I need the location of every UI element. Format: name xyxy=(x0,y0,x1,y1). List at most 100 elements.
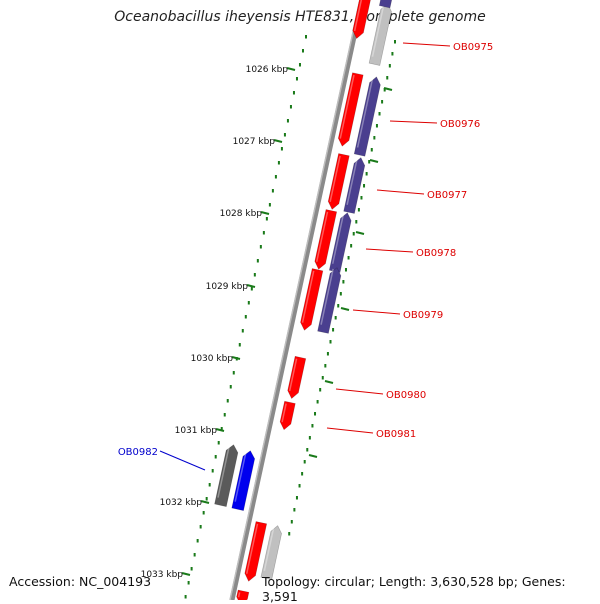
gene-ob0976-cds[interactable] xyxy=(337,72,364,147)
track-dot xyxy=(316,400,319,404)
gene-ob0982-cds-highlight xyxy=(234,451,247,502)
gene-ob0979-cog[interactable] xyxy=(317,267,342,334)
track-dot xyxy=(250,287,253,291)
track-dot xyxy=(274,175,277,179)
kbp-tick xyxy=(246,284,256,288)
track-dot xyxy=(329,340,332,344)
track-dot xyxy=(383,88,386,92)
kbp-tick xyxy=(181,572,191,576)
track-dot xyxy=(347,256,350,260)
gene-label-leader xyxy=(389,120,438,124)
track-dot xyxy=(196,539,199,543)
gene-label-leader xyxy=(352,309,401,315)
track-dot xyxy=(360,196,363,200)
track-dot xyxy=(337,304,340,308)
gene-ob0983-cds[interactable] xyxy=(244,521,268,582)
gene-label-leader xyxy=(335,388,384,395)
track-dot xyxy=(288,532,291,536)
gc-dot-track-inner xyxy=(184,35,307,599)
gene-ob0982-cds[interactable] xyxy=(231,450,256,511)
minor-tick xyxy=(308,454,318,458)
kbp-tick xyxy=(260,211,270,215)
track-dot xyxy=(217,441,220,445)
track-dot xyxy=(394,40,396,44)
track-dot xyxy=(334,316,337,320)
track-dot xyxy=(357,208,360,212)
gene-label-ob0981[interactable]: OB0981 xyxy=(376,429,416,440)
track-dot xyxy=(298,63,301,67)
gene-label-ob0980[interactable]: OB0980 xyxy=(386,390,426,401)
track-dot xyxy=(305,35,307,39)
track-dot xyxy=(238,343,241,347)
minor-tick xyxy=(340,307,350,311)
track-dot xyxy=(256,259,259,263)
track-dot xyxy=(314,412,317,416)
gene-ob0980-cds[interactable] xyxy=(287,355,307,399)
gene-ob0978-cds-highlight xyxy=(315,211,329,262)
gene-label-ob0975[interactable]: OB0975 xyxy=(453,42,493,53)
track-dot xyxy=(350,244,353,248)
gene-ob0981-cds[interactable] xyxy=(279,400,296,431)
gene-ob0976-cog[interactable] xyxy=(353,76,381,157)
track-dot xyxy=(324,364,327,368)
gene-label-ob0982[interactable]: OB0982 xyxy=(118,447,158,458)
gene-ob0979-cog-highlight xyxy=(320,268,334,325)
track-dot xyxy=(226,399,229,403)
minor-tick xyxy=(369,159,379,163)
gene-ob0978-cog[interactable] xyxy=(328,212,352,273)
gene-ob0979-cds[interactable] xyxy=(300,268,324,331)
gene-ob0977-cog[interactable] xyxy=(343,157,366,214)
track-dot xyxy=(386,76,389,80)
kbp-tick xyxy=(231,356,241,360)
kbp-tick-label: 1028 kbp xyxy=(220,209,263,219)
kbp-tick xyxy=(273,139,283,143)
track-dot xyxy=(268,203,271,207)
track-dot xyxy=(253,273,256,277)
track-dot xyxy=(247,301,250,305)
track-dot xyxy=(211,469,214,473)
track-dot xyxy=(205,497,208,501)
gene-ob0977-cog-highlight xyxy=(346,158,358,205)
gene-ob0976-cds-highlight xyxy=(339,74,355,139)
gene-ob0982-cog[interactable] xyxy=(214,444,239,507)
kbp-tick xyxy=(286,67,296,71)
track-dot xyxy=(293,508,296,512)
gene-ob0975-cog-highlight xyxy=(371,4,385,57)
gene-ob0978-cds[interactable] xyxy=(314,209,338,270)
gene-label-leader xyxy=(159,450,206,471)
track-dot xyxy=(363,184,366,188)
track-dot xyxy=(308,436,311,440)
track-dot xyxy=(187,581,190,585)
gene-label-ob0978[interactable]: OB0978 xyxy=(416,248,456,259)
gene-ob0983-cds-highlight xyxy=(245,523,259,574)
track-dot xyxy=(244,315,247,319)
gene-label-ob0977[interactable]: OB0977 xyxy=(427,190,467,201)
map-title: Oceanobacillus iheyensis HTE831, complet… xyxy=(114,9,486,25)
track-dot xyxy=(241,329,244,333)
track-dot xyxy=(388,64,391,68)
gene-ob0976-cog-highlight xyxy=(356,77,374,148)
kbp-ruler: 1026 kbp 1027 kbp 1028 kbp 1029 kbp 1030 kbp… xyxy=(141,65,393,580)
gene-ob0975-cds[interactable] xyxy=(352,0,371,39)
gene-ob0975-cds-highlight xyxy=(353,0,363,32)
track-dot xyxy=(391,52,394,56)
gene-label-ob0976[interactable]: OB0976 xyxy=(440,119,480,130)
gene-ob0981-cds-highlight xyxy=(281,403,287,423)
gene-ob0977-cds[interactable] xyxy=(327,153,350,210)
gc-dot-track-outer xyxy=(288,40,396,536)
track-dot xyxy=(306,448,309,452)
gene-ob0974-cog[interactable] xyxy=(378,0,393,9)
gene-ob0983-cog[interactable] xyxy=(260,525,282,580)
kbp-tick-label: 1029 kbp xyxy=(206,282,249,292)
track-dot xyxy=(303,460,306,464)
gene-ob0984-cds[interactable] xyxy=(236,589,250,600)
track-dot xyxy=(368,160,371,164)
track-dot xyxy=(277,161,280,165)
minor-tick xyxy=(324,380,334,384)
track-dot xyxy=(292,91,295,95)
gene-label-ob0979[interactable]: OB0979 xyxy=(403,310,443,321)
track-dot xyxy=(301,472,304,476)
track-dot xyxy=(381,100,384,104)
track-dot xyxy=(202,511,205,515)
